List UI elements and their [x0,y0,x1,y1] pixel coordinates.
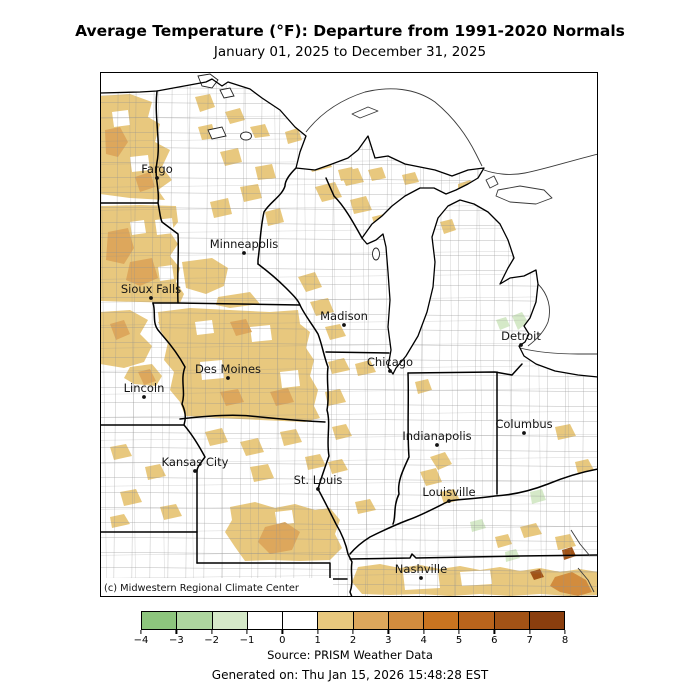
city-dot [149,296,153,300]
colorbar-tick-label: 0 [279,635,286,646]
colorbar-tick-label: 2 [349,635,357,646]
colorbar-tick [140,630,142,634]
page-title: Average Temperature (°F): Departure from… [75,22,625,40]
city-dot [388,369,392,373]
colorbar-tick [175,630,177,634]
city-label: St. Louis [294,473,343,487]
colorbar-segment [212,612,248,629]
city-dot [155,176,159,180]
colorbar-segment [318,612,354,629]
city-dot [226,376,230,380]
colorbar-segment [353,612,389,629]
city-dot [522,431,526,435]
city-dot [435,443,439,447]
city-dot [519,343,523,347]
colorbar-tick-label: 5 [455,635,463,646]
colorbar-tick-label: 8 [561,635,569,646]
colorbar-segment [388,612,424,629]
source-line: Source: PRISM Weather Data [267,648,433,662]
colorbar-segment [283,612,319,629]
colorbar-tick-label: 4 [420,635,427,646]
city-label: Louisville [422,485,475,499]
colorbar-segment [424,612,460,629]
city-markers: Fargo Minneapolis Sioux Falls Madison Des Mo… [121,162,553,580]
colorbar-ticks: −4 −3 −2 −1 0 1 2 3 4 5 6 7 8 [134,630,569,650]
colorbar-segment [247,612,283,629]
city-label: Minneapolis [210,237,279,251]
midwest-map: Fargo Minneapolis Sioux Falls Madison Des Mo… [100,72,598,597]
city-label: Chicago [367,355,413,369]
coastline [100,78,598,378]
colorbar-tick-label: −3 [168,635,184,646]
interior-lakes [197,73,380,261]
colorbar-segment [529,612,564,629]
city-label: Kansas City [162,455,229,469]
colorbar-tick-label: 3 [385,635,392,646]
city-label: Columbus [495,417,552,431]
generated-line: Generated on: Thu Jan 15, 2026 15:48:28 … [211,668,489,682]
map-canvas: Fargo Minneapolis Sioux Falls Madison Des Mo… [100,72,598,597]
colorbar-tick [246,630,248,634]
colorbar-segment [459,612,495,629]
colorbar-segment [142,612,178,629]
colorbar-tick [211,630,213,634]
colorbar-tick [352,630,354,634]
colorbar-tick [564,630,566,634]
city-label: Fargo [141,162,172,176]
map-attribution: (c) Midwestern Regional Climate Center [104,583,300,594]
colorbar [141,611,565,630]
colorbar-tick-label: 7 [526,635,533,646]
attribution-band [101,578,333,596]
city-dot [142,395,146,399]
city-dot [242,251,246,255]
map-frame [100,72,598,597]
city-dot [342,323,346,327]
state-boundaries [100,90,598,597]
colorbar-segment [494,612,530,629]
colorbar-tick [493,630,495,634]
colorbar-tick-label: 6 [491,635,498,646]
canadian-shorelines [305,88,598,355]
colorbar-tick-label: −4 [133,635,149,646]
city-dot [447,499,451,503]
city-dot [419,576,423,580]
colorbar-tick-label: 1 [314,635,321,646]
city-label: Indianapolis [402,429,471,443]
colorbar-tick [458,630,460,634]
city-label: Lincoln [124,381,165,395]
colorbar-tick-label: −2 [204,635,220,646]
city-label: Sioux Falls [121,282,181,296]
colorbar-tick [281,630,283,634]
city-label: Detroit [501,329,541,343]
city-label: Nashville [395,562,447,576]
colorbar-tick [387,630,389,634]
city-label: Madison [320,309,368,323]
colorbar-tick-label: −1 [239,635,255,646]
colorbar-tick [529,630,531,634]
city-dot [193,469,197,473]
page-subtitle: January 01, 2025 to December 31, 2025 [213,44,487,60]
colorbar-segment [177,612,213,629]
colorbar-tick [423,630,425,634]
city-dot [316,487,320,491]
colorbar-tick [317,630,319,634]
city-label: Des Moines [195,362,261,376]
